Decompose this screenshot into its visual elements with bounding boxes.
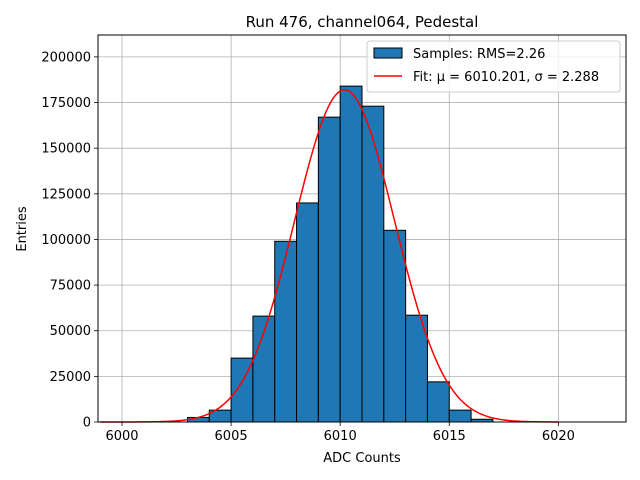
histogram-bar — [426, 381, 450, 423]
x-axis-label: ADC Counts — [323, 451, 401, 466]
x-tick-label: 6020 — [542, 429, 575, 444]
fit-curve-layer — [100, 89, 559, 423]
histogram-bar — [405, 314, 428, 423]
histogram-bar — [317, 116, 341, 423]
x-tick-label: 6010 — [324, 429, 357, 444]
x-tick-label: 6000 — [105, 429, 138, 444]
y-tick-label: 50000 — [50, 324, 91, 339]
fit-curve — [100, 89, 559, 423]
legend-histogram-swatch — [373, 47, 403, 59]
histogram-bar — [296, 202, 319, 423]
y-tick-label: 0 — [83, 416, 91, 431]
chart-title: Run 476, channel064, Pedestal — [246, 13, 479, 31]
y-axis-label: Entries — [15, 206, 30, 252]
histogram-bar — [361, 105, 385, 423]
histogram-bars — [186, 85, 494, 423]
y-tick-label: 200000 — [41, 50, 91, 65]
plot-frame — [97, 34, 627, 423]
legend-histogram-label: Samples: RMS=2.26 — [413, 47, 545, 62]
x-axis-ticks: 6000 6005 6010 6015 6020 — [105, 422, 575, 444]
y-tick-label: 100000 — [41, 233, 91, 248]
y-tick-label: 25000 — [50, 370, 91, 385]
x-tick-label: 6005 — [215, 429, 248, 444]
y-tick-label: 150000 — [41, 142, 91, 157]
x-tick-label: 6015 — [433, 429, 466, 444]
y-tick-label: 125000 — [41, 187, 91, 202]
histogram-bar — [339, 85, 363, 423]
y-tick-label: 175000 — [41, 96, 91, 111]
histogram-bar — [448, 409, 472, 423]
histogram-bar — [383, 229, 407, 423]
legend-frame — [366, 40, 621, 93]
y-tick-label: 75000 — [50, 279, 91, 294]
histogram-bar — [274, 240, 298, 423]
legend-fit-label: Fit: μ = 6010.201, σ = 2.288 — [413, 70, 599, 85]
y-axis-ticks: 0 25000 50000 75000 100000 125000 150000 175000… — [41, 50, 98, 431]
legend: Samples: RMS=2.26 Fit: μ = 6010.201, σ =… — [366, 40, 621, 93]
